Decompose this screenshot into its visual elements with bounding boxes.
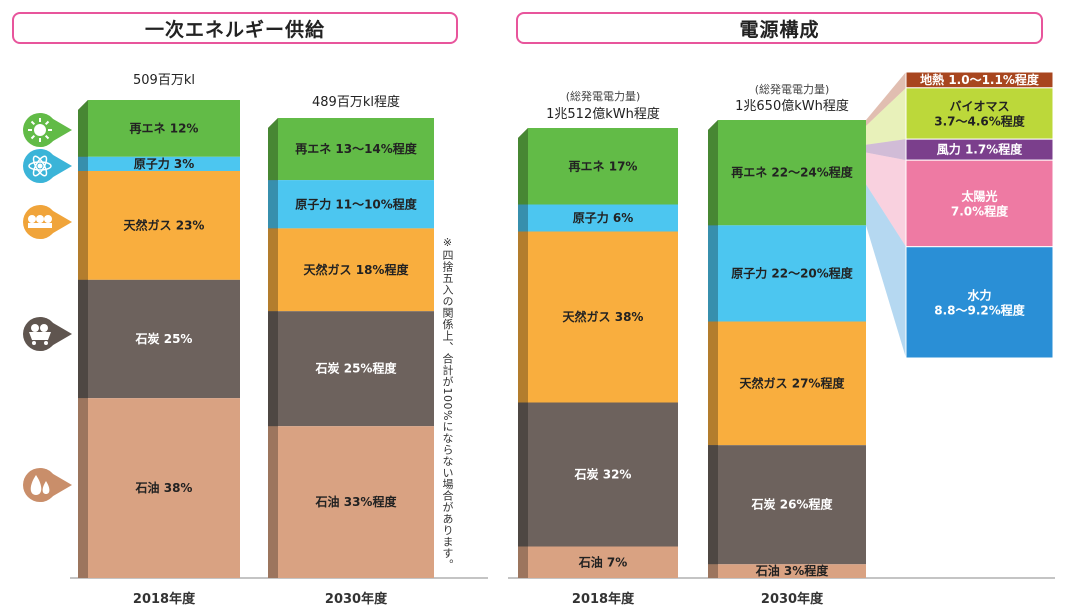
atom-icon xyxy=(23,149,72,183)
bar-power-2030-nuclear xyxy=(718,225,866,322)
bar-side-coal xyxy=(268,311,278,427)
bar-label-coal: 石炭 25%程度 xyxy=(315,361,398,376)
bar-power-2030-renewable xyxy=(718,120,866,226)
breakdown-label-geothermal: 地熱 1.0〜1.1%程度 xyxy=(920,72,1040,87)
bar-primary-2030-renewable xyxy=(278,118,434,181)
total-label: 509百万kl xyxy=(133,73,195,88)
bar-side-nuclear xyxy=(518,204,528,232)
total-caption: (総発電電力量) xyxy=(566,89,641,103)
bar-power-2018-renewable xyxy=(528,128,678,205)
breakdown-label-wind: 風力 1.7%程度 xyxy=(937,142,1023,157)
bar-side-nuclear xyxy=(268,180,278,229)
total-label: 489百万kl程度 xyxy=(312,94,400,110)
sun-icon xyxy=(23,113,72,147)
bar-primary-2030-nuclear xyxy=(278,180,434,229)
bar-side-gas xyxy=(78,170,88,280)
breakdown-connector-hydro xyxy=(866,184,906,358)
coal-cart-icon xyxy=(23,317,72,351)
bar-side-oil xyxy=(268,426,278,578)
bar-label-coal: 石炭 25% xyxy=(135,331,193,346)
oil-drop-icon xyxy=(23,468,72,502)
breakdown-connector-solar xyxy=(866,152,906,247)
bar-power-2030-coal xyxy=(718,445,866,565)
bar-side-gas xyxy=(268,228,278,312)
bar-label-nuclear: 原子力 11〜10%程度 xyxy=(295,196,418,211)
bar-label-nuclear: 原子力 6% xyxy=(573,210,634,225)
power-mix-title: 電源構成 xyxy=(516,12,1043,44)
bar-power-2018-oil xyxy=(528,546,678,578)
bar-side-oil xyxy=(518,546,528,578)
bar-label-coal: 石炭 32% xyxy=(574,467,632,482)
bar-label-renewable: 再エネ 13〜14%程度 xyxy=(295,141,418,156)
breakdown-connector-biomass xyxy=(866,87,906,145)
category-label: 2018年度 xyxy=(572,591,635,607)
bar-label-oil: 石油 38% xyxy=(135,480,193,495)
bar-side-coal xyxy=(518,402,528,547)
bar-side-renewable xyxy=(708,120,718,226)
primary-energy-title: 一次エネルギー供給 xyxy=(12,12,458,44)
category-label: 2030年度 xyxy=(325,591,388,607)
bar-label-coal: 石炭 26%程度 xyxy=(751,497,834,512)
breakdown-bar-hydro xyxy=(905,246,1054,359)
bar-label-nuclear: 原子力 3% xyxy=(134,156,195,171)
bar-label-gas: 天然ガス 18%程度 xyxy=(304,262,410,277)
bar-label-oil: 石油 3%程度 xyxy=(755,563,830,578)
bar-side-oil xyxy=(708,564,718,578)
lng-ship-icon xyxy=(23,205,72,239)
bar-label-oil: 石油 33%程度 xyxy=(315,494,398,509)
bar-primary-2018-oil xyxy=(88,398,240,578)
total-label: 1兆512億kWh程度 xyxy=(546,106,660,122)
bar-label-gas: 天然ガス 23% xyxy=(124,217,205,232)
breakdown-label-hydro-value: 8.8〜9.2%程度 xyxy=(934,302,1026,317)
bar-label-renewable: 再エネ 17% xyxy=(569,159,638,173)
bar-side-nuclear xyxy=(708,225,718,322)
category-label: 2030年度 xyxy=(761,591,824,607)
bar-label-renewable: 再エネ 22〜24%程度 xyxy=(731,165,854,180)
breakdown-label-solar: 太陽光 xyxy=(961,188,997,203)
breakdown-connector-geothermal xyxy=(866,72,906,126)
bar-side-renewable xyxy=(78,100,88,157)
breakdown-connector-wind xyxy=(866,139,906,161)
bar-label-renewable: 再エネ 12% xyxy=(130,121,199,135)
bar-label-gas: 天然ガス 38% xyxy=(563,309,644,324)
bar-power-2030-gas xyxy=(718,321,866,446)
bar-power-2018-nuclear xyxy=(528,204,678,232)
total-caption: (総発電電力量) xyxy=(755,82,830,96)
bar-primary-2030-oil xyxy=(278,426,434,578)
bar-label-gas: 天然ガス 27%程度 xyxy=(740,375,846,390)
bar-primary-2018-gas xyxy=(88,170,240,280)
bar-side-oil xyxy=(78,398,88,578)
bar-side-renewable xyxy=(268,118,278,181)
breakdown-bar-solar xyxy=(905,159,1054,248)
bar-side-renewable xyxy=(518,128,528,205)
bar-label-oil: 石油 7% xyxy=(578,554,628,569)
breakdown-label-hydro: 水力 xyxy=(967,287,991,302)
bar-power-2018-coal xyxy=(528,402,678,547)
bar-side-nuclear xyxy=(78,156,88,171)
bar-primary-2018-nuclear xyxy=(88,156,240,171)
breakdown-label-biomass-value: 3.7〜4.6%程度 xyxy=(934,113,1026,128)
bar-side-coal xyxy=(78,279,88,399)
bar-side-coal xyxy=(708,445,718,565)
bar-primary-2018-coal xyxy=(88,279,240,399)
bar-power-2018-gas xyxy=(528,231,678,403)
category-label: 2018年度 xyxy=(133,591,196,607)
bar-primary-2030-coal xyxy=(278,311,434,427)
bar-label-nuclear: 原子力 22〜20%程度 xyxy=(731,265,854,280)
breakdown-label-solar-value: 7.0%程度 xyxy=(951,203,1009,218)
rounding-note: ※四捨五入の関係上、合計が100%にならない場合があります。 xyxy=(441,236,454,571)
bar-primary-2030-gas xyxy=(278,228,434,312)
bar-side-gas xyxy=(708,321,718,446)
breakdown-label-biomass: バイオマス xyxy=(949,99,1009,113)
bar-side-gas xyxy=(518,231,528,403)
bar-power-2030-oil xyxy=(718,564,866,578)
bar-primary-2018-renewable xyxy=(88,100,240,157)
total-label: 1兆650億kWh程度 xyxy=(735,98,849,114)
